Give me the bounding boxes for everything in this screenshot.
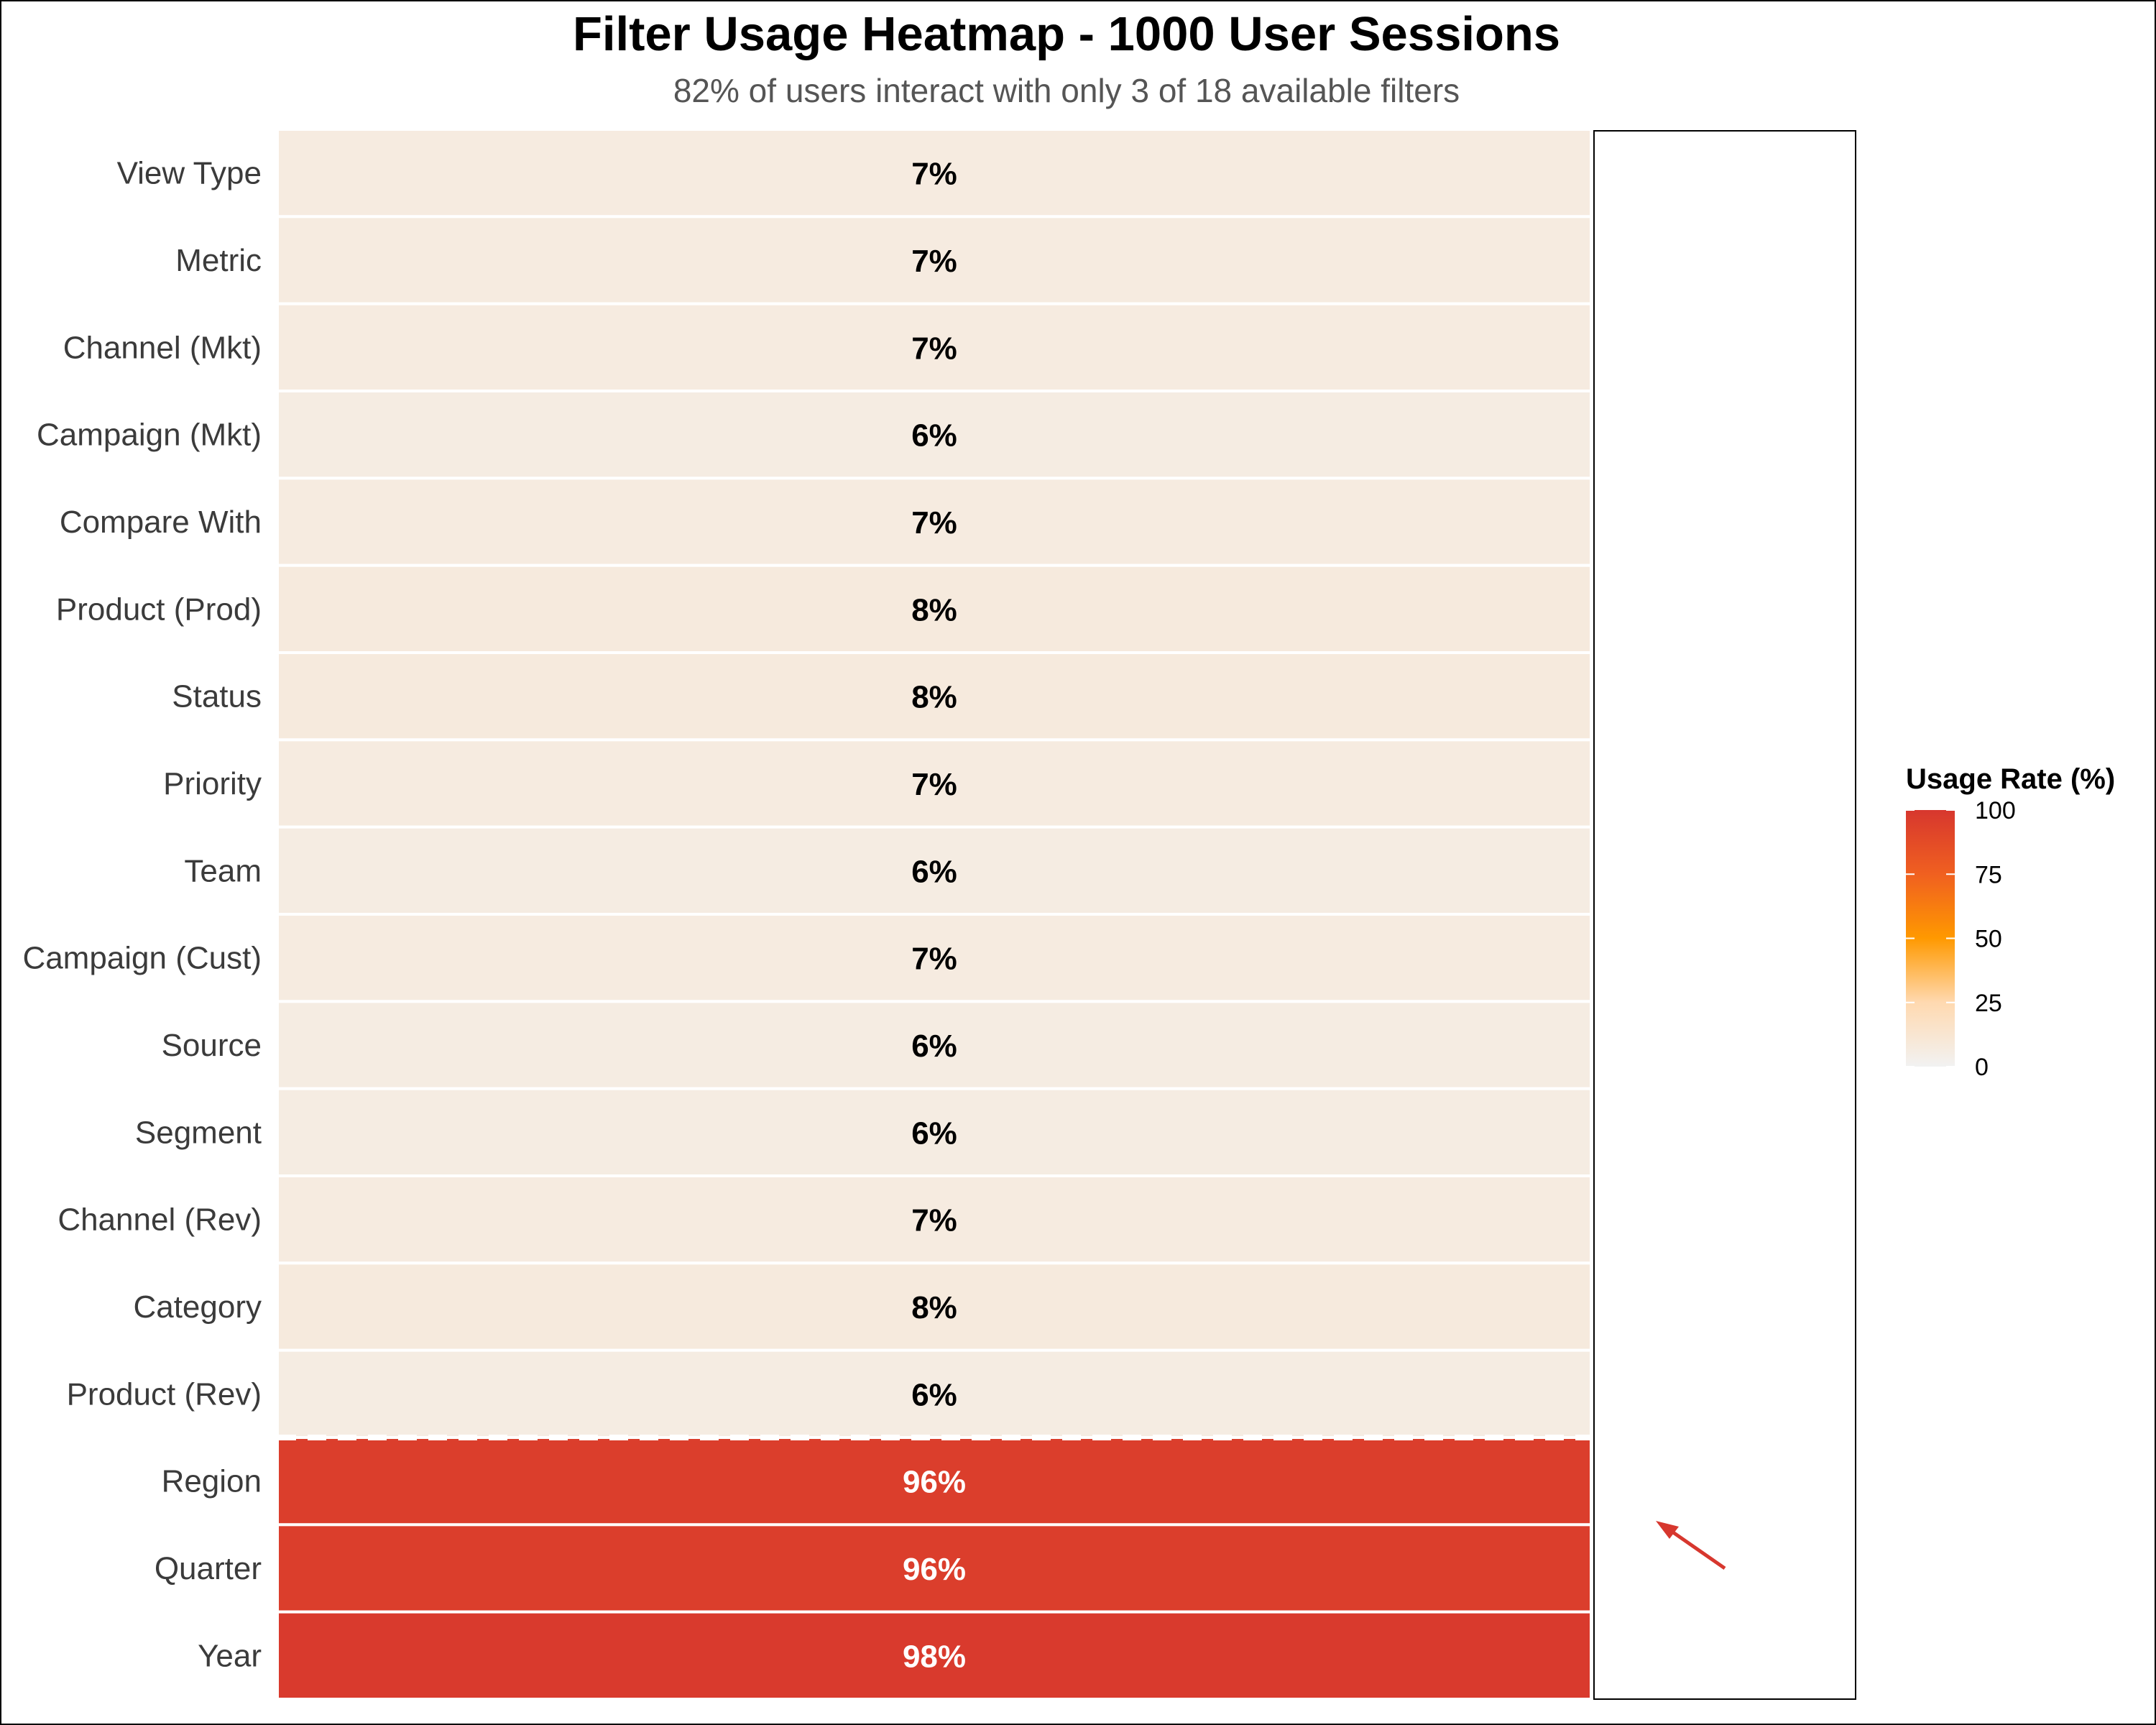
row-label: Priority <box>163 766 262 801</box>
row-label: Compare With <box>60 505 262 540</box>
heatmap-cell <box>276 215 1593 305</box>
row-label: Channel (Mkt) <box>63 330 262 365</box>
cell-value-label: 6% <box>911 418 957 454</box>
heatmap-cell <box>276 913 1593 1003</box>
legend-tick-label: 0 <box>1975 1054 1989 1081</box>
heatmap-cell <box>276 1436 1593 1527</box>
heatmap-cell <box>276 302 1593 392</box>
heatmap-cell <box>276 1523 1593 1614</box>
heatmap-cell <box>276 128 1593 218</box>
row-label: Segment <box>135 1115 262 1150</box>
cell-value-label: 7% <box>911 157 957 192</box>
row-label: Product (Rev) <box>67 1376 262 1412</box>
row-labels: View Type Metric Channel (Mkt) Campaign (Mk… <box>22 156 262 1674</box>
row-label: Region <box>162 1464 262 1499</box>
row-label: Status <box>172 679 262 714</box>
row-label: Campaign (Cust) <box>22 941 262 976</box>
cell-value-label: 6% <box>911 1377 957 1412</box>
cell-value-label: 7% <box>911 767 957 802</box>
cell-value-label: 7% <box>911 1203 957 1238</box>
row-label: Channel (Rev) <box>57 1202 262 1238</box>
row-label: Product (Prod) <box>56 592 262 627</box>
cell-value-label: 96% <box>903 1552 966 1587</box>
heatmap-cell <box>276 1000 1593 1090</box>
row-label: View Type <box>117 156 262 191</box>
chart-title: Filter Usage Heatmap - 1000 User Session… <box>573 7 1560 61</box>
legend-tick-label: 75 <box>1975 861 2002 888</box>
row-label: Campaign (Mkt) <box>37 418 262 453</box>
legend-title: Usage Rate (%) <box>1906 763 2115 795</box>
row-label: Year <box>198 1638 262 1673</box>
cell-value-label: 7% <box>911 505 957 540</box>
chart-subtitle: 82% of users interact with only 3 of 18 … <box>673 72 1460 109</box>
row-label: Team <box>184 853 262 888</box>
row-label: Metric <box>175 243 262 278</box>
cell-value-label: 96% <box>903 1465 966 1500</box>
legend-tick-label: 25 <box>1975 990 2002 1017</box>
value-labels: 7% 7% 7% 6% 7% 8% 8% 7% 6% 7% 6% 6% 7% 8% 6% 96% 96% 98% <box>903 157 966 1675</box>
legend-tick-label: 100 <box>1975 797 2016 824</box>
cell-value-label: 7% <box>911 942 957 977</box>
heatmap-cell <box>276 1610 1593 1701</box>
heatmap-cell <box>276 1348 1593 1439</box>
heatmap-cells <box>276 128 1593 1701</box>
cell-value-label: 6% <box>911 1029 957 1064</box>
cell-value-label: 8% <box>911 680 957 715</box>
heatmap-cell <box>276 1174 1593 1265</box>
heatmap-cell <box>276 651 1593 742</box>
cell-value-label: 7% <box>911 244 957 279</box>
row-label: Category <box>133 1289 262 1325</box>
heatmap-cell <box>276 477 1593 567</box>
cell-value-label: 7% <box>911 331 957 366</box>
cell-value-label: 8% <box>911 1290 957 1325</box>
row-label: Source <box>162 1028 262 1063</box>
panel-border <box>1593 130 1856 1700</box>
legend-tick-label: 50 <box>1975 926 2002 953</box>
row-label: Quarter <box>155 1551 262 1586</box>
annotation-arrow-icon <box>1656 1521 1726 1570</box>
cell-value-label: 6% <box>911 854 957 889</box>
legend-ticks: 0 25 50 75 100 <box>1906 797 2016 1081</box>
heatmap-cell <box>276 825 1593 916</box>
cell-value-label: 8% <box>911 592 957 627</box>
cell-value-label: 6% <box>911 1116 957 1151</box>
cell-value-label: 98% <box>903 1639 966 1674</box>
